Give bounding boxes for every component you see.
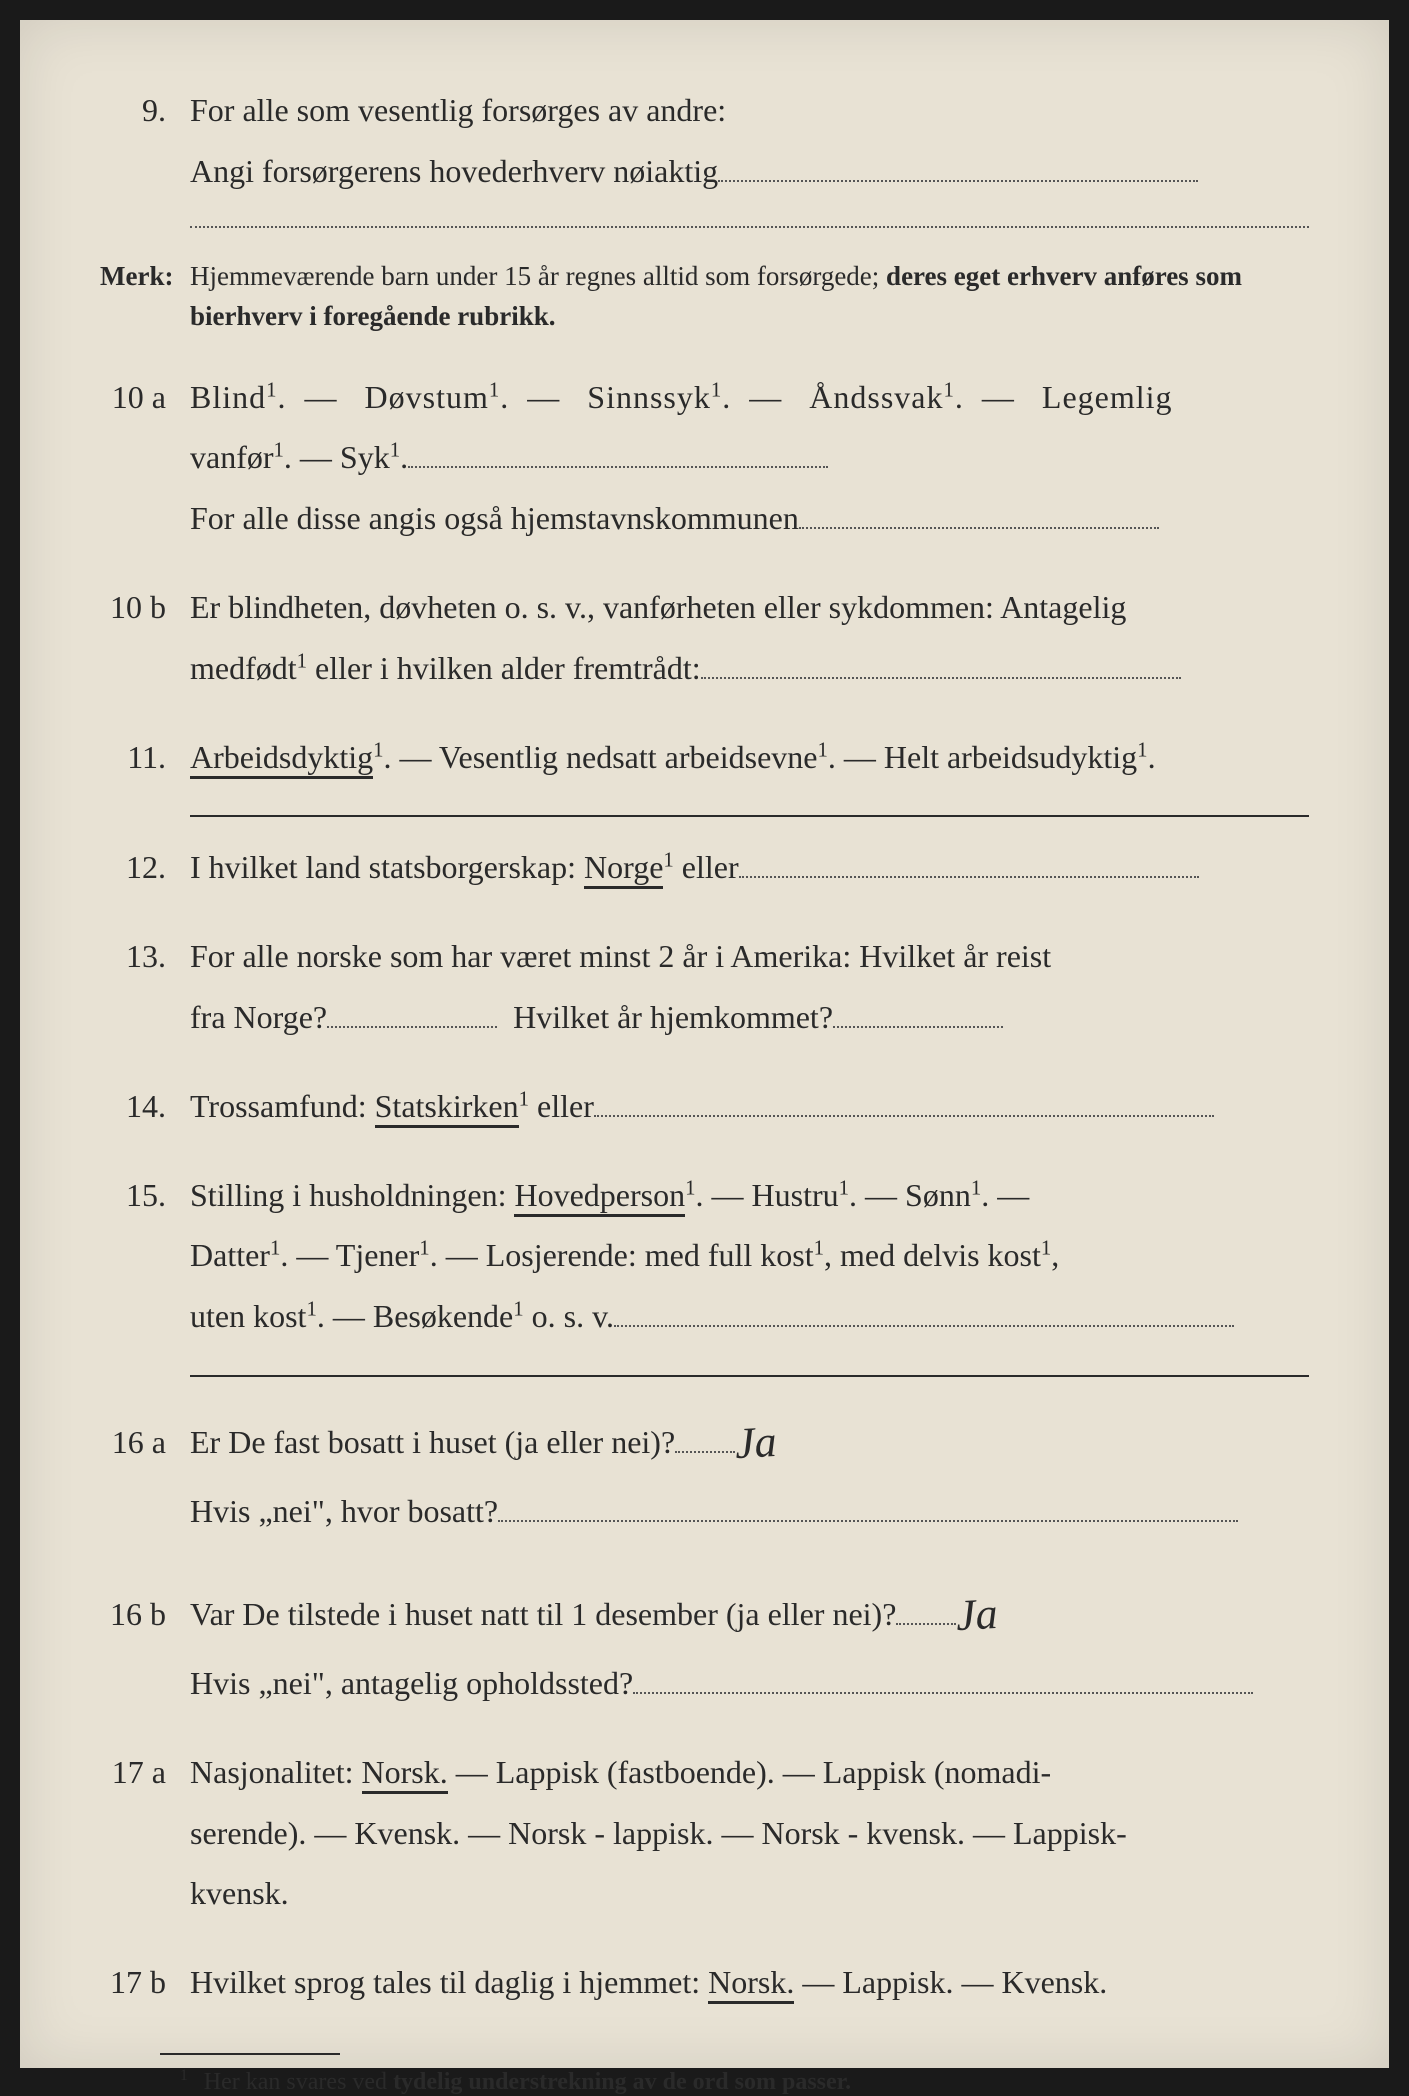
q9-line1: For alle som vesentlig forsørges av andr… <box>190 80 1309 141</box>
q17b-number: 17 b <box>100 1952 190 2013</box>
q9-blank <box>718 180 1198 182</box>
question-17a: 17 a Nasjonalitet: Norsk. — Lappisk (fas… <box>100 1742 1309 1924</box>
question-10a: 10 a Blind1. — Døvstum1. — Sinnssyk1. — … <box>100 367 1309 549</box>
q16b-body: Var De tilstede i huset natt til 1 desem… <box>190 1569 1309 1653</box>
question-13: 13. For alle norske som har været minst … <box>100 926 1309 1048</box>
q10a-number: 10 a <box>100 367 190 428</box>
q12-body: I hvilket land statsborgerskap: Norge1 e… <box>190 837 1309 898</box>
q16b-number: 16 b <box>100 1584 190 1645</box>
question-14: 14. Trossamfund: Statskirken1 eller <box>100 1076 1309 1137</box>
merk-label: Merk: <box>100 256 190 297</box>
question-16b: 16 b Var De tilstede i huset natt til 1 … <box>100 1569 1309 1713</box>
census-form-page: 9. For alle som vesentlig forsørges av a… <box>20 20 1389 2068</box>
q10b-number: 10 b <box>100 577 190 638</box>
q10a-blank <box>408 466 828 468</box>
q11-body: Arbeidsdyktig1. — Vesentlig nedsatt arbe… <box>190 727 1309 788</box>
q10a-body: Blind1. — Døvstum1. — Sinnssyk1. — Åndss… <box>190 367 1309 428</box>
q14-blank <box>594 1115 1214 1117</box>
q14-body: Trossamfund: Statskirken1 eller <box>190 1076 1309 1137</box>
divider-2 <box>190 1375 1309 1377</box>
q14-number: 14. <box>100 1076 190 1137</box>
q12-blank <box>739 876 1199 878</box>
q17a-number: 17 a <box>100 1742 190 1803</box>
footnote-rule <box>160 2053 340 2055</box>
q15-blank <box>614 1325 1234 1327</box>
footnote: 1 Her kan svares ved tydelig understrekn… <box>180 2067 1309 2096</box>
q16a-answer: Ja <box>733 1400 779 1486</box>
q13-blank1 <box>327 1026 497 1028</box>
q16a-blank <box>498 1520 1238 1522</box>
q10a-blank2 <box>799 527 1159 529</box>
q17b-body: Hvilket sprog tales til daglig i hjemmet… <box>190 1952 1309 2013</box>
q13-number: 13. <box>100 926 190 987</box>
q9-number: 9. <box>100 80 190 141</box>
question-9: 9. For alle som vesentlig forsørges av a… <box>100 80 1309 228</box>
q9-blank-full <box>190 226 1309 228</box>
q15-number: 15. <box>100 1165 190 1226</box>
q17a-line3: kvensk. <box>190 1863 1309 1924</box>
question-10b: 10 b Er blindheten, døvheten o. s. v., v… <box>100 577 1309 699</box>
q16a-number: 16 a <box>100 1412 190 1473</box>
q16b-answer: Ja <box>954 1572 1000 1658</box>
q11-number: 11. <box>100 727 190 788</box>
question-16a: 16 a Er De fast bosatt i huset (ja eller… <box>100 1397 1309 1541</box>
q13-line1: For alle norske som har været minst 2 år… <box>190 926 1309 987</box>
q12-number: 12. <box>100 837 190 898</box>
question-15: 15. Stilling i husholdningen: Hovedperso… <box>100 1165 1309 1347</box>
merk-body: Hjemmeværende barn under 15 år regnes al… <box>190 256 1309 337</box>
merk-note: Merk: Hjemmeværende barn under 15 år reg… <box>100 256 1309 337</box>
q17a-line2: serende). — Kvensk. — Norsk - lappisk. —… <box>190 1803 1309 1864</box>
q16a-body: Er De fast bosatt i huset (ja eller nei)… <box>190 1397 1309 1481</box>
divider-1 <box>190 815 1309 817</box>
q10b-blank <box>701 677 1181 679</box>
q9-line2: Angi forsørgerens hovederhverv nøiaktig <box>190 153 718 189</box>
q13-blank2 <box>833 1026 1003 1028</box>
question-17b: 17 b Hvilket sprog tales til daglig i hj… <box>100 1952 1309 2013</box>
question-11: 11. Arbeidsdyktig1. — Vesentlig nedsatt … <box>100 727 1309 788</box>
question-12: 12. I hvilket land statsborgerskap: Norg… <box>100 837 1309 898</box>
q15-body: Stilling i husholdningen: Hovedperson1. … <box>190 1165 1309 1226</box>
q10b-line1: Er blindheten, døvheten o. s. v., vanfør… <box>190 577 1309 638</box>
q17a-body: Nasjonalitet: Norsk. — Lappisk (fastboen… <box>190 1742 1309 1803</box>
q16b-blank <box>633 1692 1253 1694</box>
